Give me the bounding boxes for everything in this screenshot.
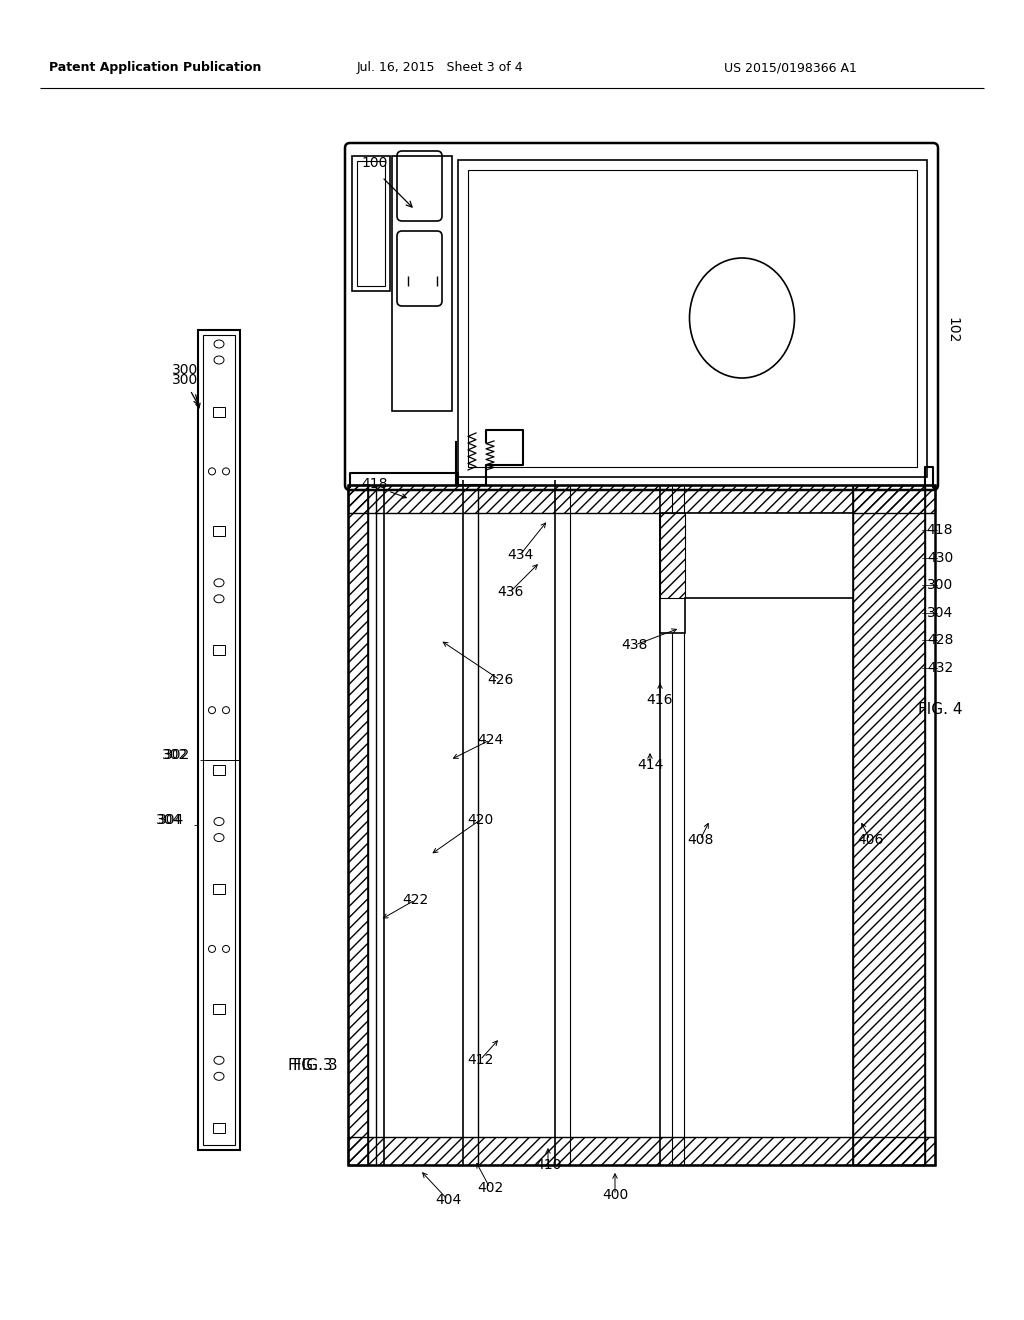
Text: 426: 426 <box>486 673 513 686</box>
Text: 304: 304 <box>927 606 953 620</box>
Bar <box>213 764 225 775</box>
Ellipse shape <box>214 356 224 364</box>
Text: 416: 416 <box>647 693 673 708</box>
Ellipse shape <box>214 833 224 842</box>
Bar <box>198 330 240 1150</box>
Text: 302: 302 <box>162 748 188 762</box>
Bar <box>213 527 225 536</box>
Text: 406: 406 <box>857 833 883 847</box>
Bar <box>213 1123 225 1133</box>
Text: 100: 100 <box>361 156 388 170</box>
Text: 300: 300 <box>172 374 198 387</box>
Circle shape <box>209 467 215 475</box>
Bar <box>348 1137 935 1166</box>
Text: FIG. 4: FIG. 4 <box>918 702 963 718</box>
Text: 402: 402 <box>477 1181 503 1195</box>
Polygon shape <box>660 513 853 634</box>
Bar <box>392 156 452 411</box>
Bar <box>203 335 234 1144</box>
Bar <box>352 156 390 290</box>
Ellipse shape <box>214 817 224 825</box>
Bar <box>213 645 225 656</box>
Ellipse shape <box>214 578 224 587</box>
Circle shape <box>209 945 215 953</box>
Circle shape <box>222 467 229 475</box>
Text: 304: 304 <box>156 813 182 828</box>
Ellipse shape <box>214 1072 224 1080</box>
Text: 302: 302 <box>164 748 190 762</box>
Text: 300: 300 <box>172 363 198 378</box>
Bar <box>213 407 225 417</box>
Text: 300: 300 <box>927 578 953 591</box>
Bar <box>468 170 918 467</box>
Text: 436: 436 <box>497 585 523 599</box>
Text: 428: 428 <box>927 634 953 647</box>
Bar <box>660 513 685 598</box>
Bar <box>357 161 385 286</box>
Text: FIG. 3: FIG. 3 <box>293 1057 337 1072</box>
Text: FIG. 3: FIG. 3 <box>288 1057 333 1072</box>
Text: 422: 422 <box>401 894 428 907</box>
Text: 414: 414 <box>637 758 664 772</box>
Text: 412: 412 <box>467 1053 494 1067</box>
Bar <box>348 484 368 1166</box>
Text: 420: 420 <box>467 813 494 828</box>
Bar <box>213 1003 225 1014</box>
Bar <box>853 484 925 1166</box>
Text: 424: 424 <box>477 733 503 747</box>
Bar <box>458 160 927 477</box>
Text: 430: 430 <box>927 550 953 565</box>
Ellipse shape <box>214 341 224 348</box>
Text: 438: 438 <box>622 638 648 652</box>
Text: 102: 102 <box>945 317 959 343</box>
Text: 434: 434 <box>507 548 534 562</box>
Ellipse shape <box>214 595 224 603</box>
Text: 418: 418 <box>927 523 953 537</box>
Text: 400: 400 <box>602 1188 628 1203</box>
Text: 410: 410 <box>535 1158 561 1172</box>
Text: 404: 404 <box>435 1193 461 1206</box>
Text: Jul. 16, 2015   Sheet 3 of 4: Jul. 16, 2015 Sheet 3 of 4 <box>356 62 523 74</box>
Text: US 2015/0198366 A1: US 2015/0198366 A1 <box>724 62 856 74</box>
Bar <box>348 484 935 513</box>
Ellipse shape <box>214 1056 224 1064</box>
Bar <box>213 884 225 894</box>
Circle shape <box>222 945 229 953</box>
Text: 432: 432 <box>927 661 953 675</box>
Text: Patent Application Publication: Patent Application Publication <box>49 62 261 74</box>
Bar <box>348 484 935 1166</box>
Circle shape <box>209 706 215 714</box>
Text: 418: 418 <box>361 477 388 491</box>
Text: 304: 304 <box>158 813 184 828</box>
Circle shape <box>222 706 229 714</box>
Text: 408: 408 <box>687 833 713 847</box>
